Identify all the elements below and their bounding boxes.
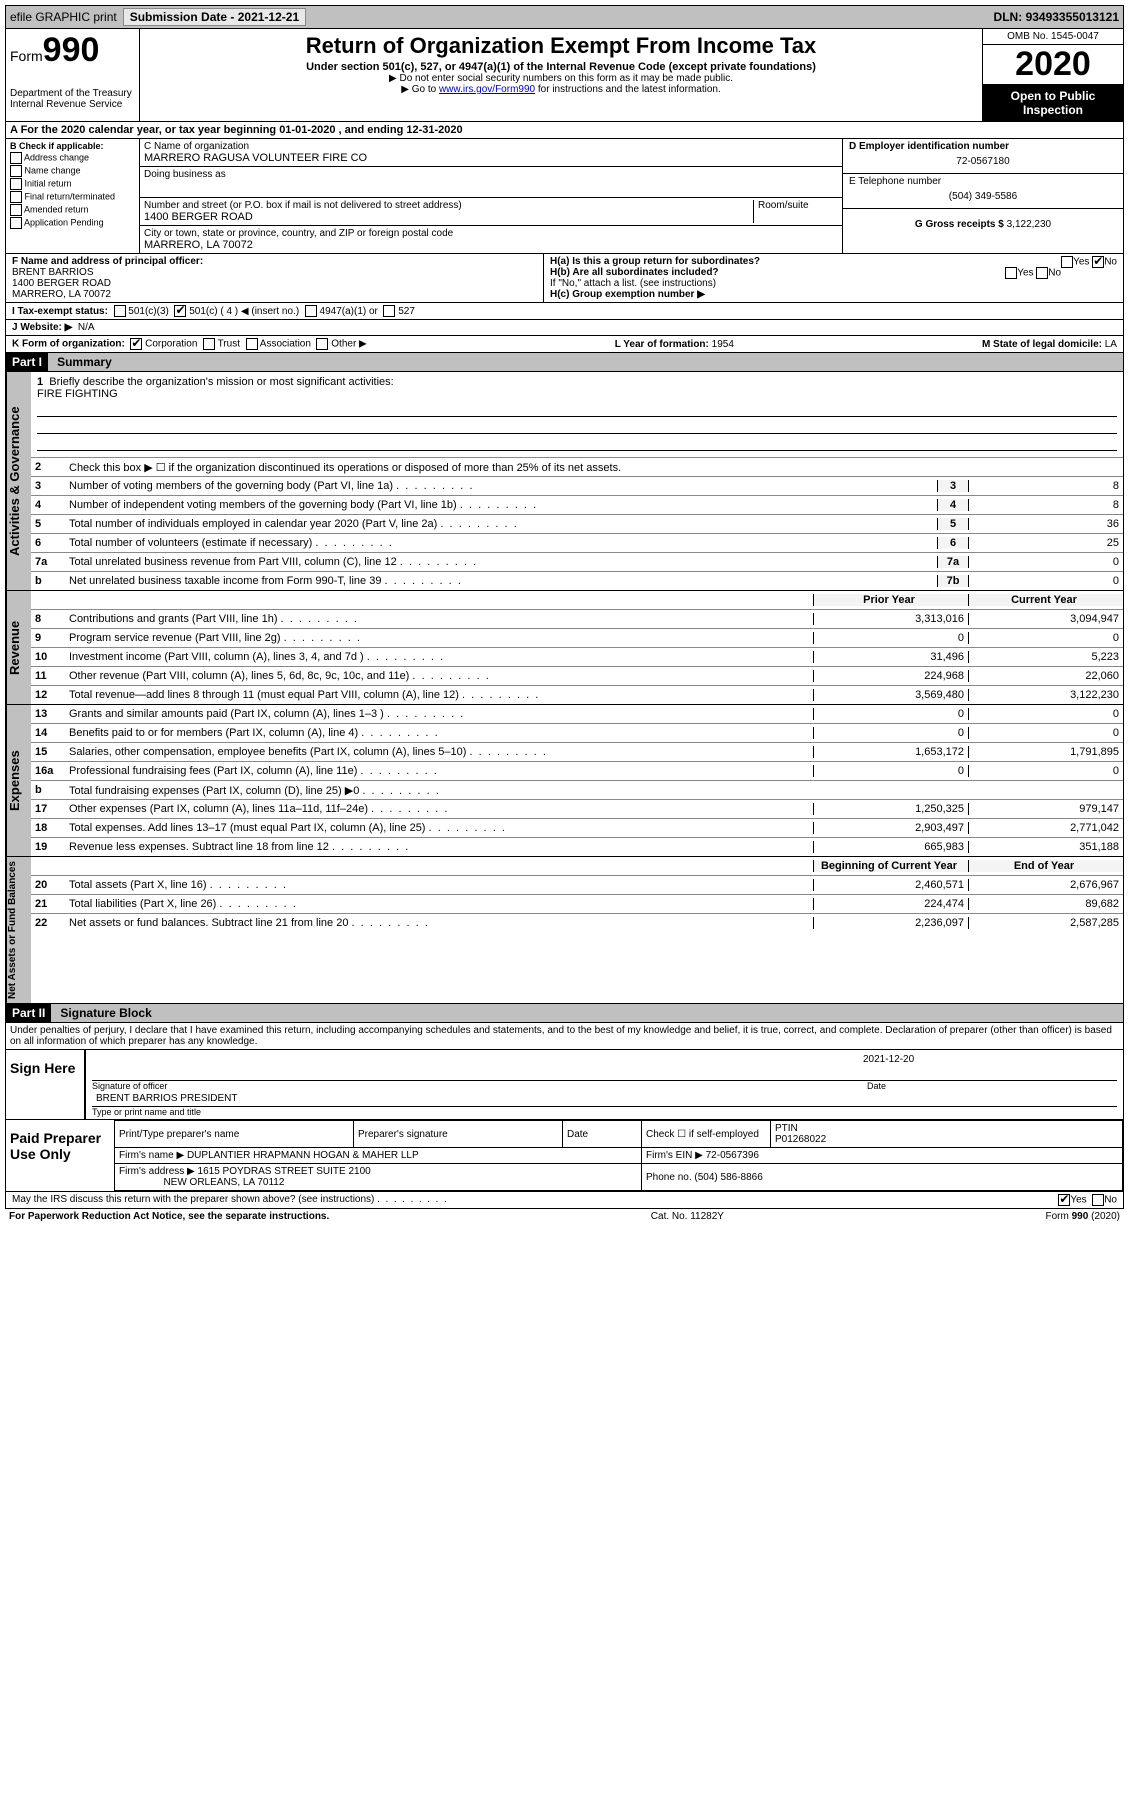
- street-address: 1400 BERGER ROAD: [144, 211, 753, 223]
- line-7a: 7a Total unrelated business revenue from…: [31, 553, 1123, 572]
- checkboxes-b: B Check if applicable: Address change Na…: [6, 139, 140, 253]
- chk-trust[interactable]: [203, 338, 215, 350]
- line-16a: 16a Professional fundraising fees (Part …: [31, 762, 1123, 781]
- chk-initial-return[interactable]: Initial return: [10, 178, 135, 190]
- line-17: 17 Other expenses (Part IX, column (A), …: [31, 800, 1123, 819]
- page-footer: For Paperwork Reduction Act Notice, see …: [5, 1209, 1124, 1224]
- part2-header: Part II Signature Block: [5, 1004, 1124, 1023]
- form-header: Form990 Department of the Treasury Inter…: [5, 29, 1124, 122]
- tax-exempt-row: I Tax-exempt status: 501(c)(3) 501(c) ( …: [5, 303, 1124, 320]
- chk-assoc[interactable]: [246, 338, 258, 350]
- mission-text: FIRE FIGHTING: [37, 388, 118, 400]
- summary-revenue: Revenue Prior Year Current Year 8 Contri…: [5, 591, 1124, 705]
- line-15: 15 Salaries, other compensation, employe…: [31, 743, 1123, 762]
- line-10: 10 Investment income (Part VIII, column …: [31, 648, 1123, 667]
- line-13: 13 Grants and similar amounts paid (Part…: [31, 705, 1123, 724]
- line-21: 21 Total liabilities (Part X, line 26) 2…: [31, 895, 1123, 914]
- line-9: 9 Program service revenue (Part VIII, li…: [31, 629, 1123, 648]
- side-expenses: Expenses: [6, 705, 31, 856]
- summary-expenses: Expenses 13 Grants and similar amounts p…: [5, 705, 1124, 857]
- dln: DLN: 93493355013121: [994, 10, 1119, 24]
- firm-name: DUPLANTIER HRAPMANN HOGAN & MAHER LLP: [187, 1150, 419, 1161]
- paid-preparer-block: Paid Preparer Use Only Print/Type prepar…: [5, 1120, 1124, 1192]
- officer-name: BRENT BARRIOS PRESIDENT: [92, 1091, 1117, 1107]
- chk-address-change[interactable]: Address change: [10, 152, 135, 164]
- firm-phone: (504) 586-8866: [694, 1172, 762, 1183]
- gross-receipts: 3,122,230: [1007, 219, 1052, 230]
- discuss-yes[interactable]: [1058, 1194, 1070, 1206]
- principal-officer: F Name and address of principal officer:…: [6, 254, 544, 302]
- chk-501c[interactable]: [174, 305, 186, 317]
- phone: (504) 349-5586: [849, 187, 1117, 206]
- dept-label: Department of the Treasury Internal Reve…: [10, 88, 135, 110]
- line-4: 4 Number of independent voting members o…: [31, 496, 1123, 515]
- line-20: 20 Total assets (Part X, line 16) 2,460,…: [31, 876, 1123, 895]
- form-title: Return of Organization Exempt From Incom…: [142, 33, 980, 59]
- city-state-zip: MARRERO, LA 70072: [144, 239, 838, 251]
- line-22: 22 Net assets or fund balances. Subtract…: [31, 914, 1123, 932]
- chk-4947[interactable]: [305, 305, 317, 317]
- line-19: 19 Revenue less expenses. Subtract line …: [31, 838, 1123, 856]
- submission-date-button[interactable]: Submission Date - 2021-12-21: [123, 8, 306, 26]
- org-info-block: B Check if applicable: Address change Na…: [5, 139, 1124, 254]
- line-6: 6 Total number of volunteers (estimate i…: [31, 534, 1123, 553]
- summary-governance: Activities & Governance 1 Briefly descri…: [5, 372, 1124, 591]
- website-row: J Website: ▶ N/A: [5, 320, 1124, 336]
- chk-name-change[interactable]: Name change: [10, 165, 135, 177]
- side-governance: Activities & Governance: [6, 372, 31, 590]
- ptin: P01268022: [775, 1134, 826, 1145]
- line-8: 8 Contributions and grants (Part VIII, l…: [31, 610, 1123, 629]
- preparer-table: Print/Type preparer's name Preparer's si…: [114, 1120, 1123, 1191]
- line-b: b Net unrelated business taxable income …: [31, 572, 1123, 590]
- line-14: 14 Benefits paid to or for members (Part…: [31, 724, 1123, 743]
- chk-amended[interactable]: Amended return: [10, 204, 135, 216]
- chk-corp[interactable]: [130, 338, 142, 350]
- line-5: 5 Total number of individuals employed i…: [31, 515, 1123, 534]
- discuss-row: May the IRS discuss this return with the…: [5, 1192, 1124, 1209]
- chk-final-return[interactable]: Final return/terminated: [10, 191, 135, 203]
- line-12: 12 Total revenue—add lines 8 through 11 …: [31, 686, 1123, 704]
- ein: 72-0567180: [849, 152, 1117, 171]
- discuss-no[interactable]: [1092, 1194, 1104, 1206]
- top-bar: efile GRAPHIC print Submission Date - 20…: [5, 5, 1124, 29]
- sign-here-block: Sign Here 2021-12-20 Signature of office…: [5, 1050, 1124, 1120]
- efile-label: efile GRAPHIC print: [10, 10, 117, 24]
- form-number-box: Form990 Department of the Treasury Inter…: [6, 29, 140, 121]
- irs-link[interactable]: www.irs.gov/Form990: [439, 84, 535, 95]
- tax-year-row: A For the 2020 calendar year, or tax yea…: [5, 122, 1124, 139]
- officer-group-row: F Name and address of principal officer:…: [5, 254, 1124, 303]
- line-18: 18 Total expenses. Add lines 13–17 (must…: [31, 819, 1123, 838]
- org-name: MARRERO RAGUSA VOLUNTEER FIRE CO: [144, 152, 838, 164]
- name-address-col: C Name of organization MARRERO RAGUSA VO…: [140, 139, 842, 253]
- firm-ein: 72-0567396: [706, 1150, 759, 1161]
- line-3: 3 Number of voting members of the govern…: [31, 477, 1123, 496]
- form-org-row: K Form of organization: Corporation Trus…: [5, 336, 1124, 353]
- summary-netassets: Net Assets or Fund Balances Beginning of…: [5, 857, 1124, 1004]
- line-b: b Total fundraising expenses (Part IX, c…: [31, 781, 1123, 800]
- chk-501c3[interactable]: [114, 305, 126, 317]
- line-11: 11 Other revenue (Part VIII, column (A),…: [31, 667, 1123, 686]
- year-box: OMB No. 1545-0047 2020 Open to Public In…: [982, 29, 1123, 121]
- firm-addr: 1615 POYDRAS STREET SUITE 2100: [198, 1166, 371, 1177]
- side-netassets: Net Assets or Fund Balances: [6, 857, 31, 1003]
- side-revenue: Revenue: [6, 591, 31, 704]
- title-box: Return of Organization Exempt From Incom…: [140, 29, 982, 121]
- chk-pending[interactable]: Application Pending: [10, 217, 135, 229]
- ein-phone-col: D Employer identification number 72-0567…: [842, 139, 1123, 253]
- chk-other[interactable]: [316, 338, 328, 350]
- sign-date: 2021-12-20: [859, 1052, 1117, 1081]
- perjury-text: Under penalties of perjury, I declare th…: [5, 1023, 1124, 1050]
- part1-header: Part I Summary: [5, 353, 1124, 372]
- group-return-h: H(a) Is this a group return for subordin…: [544, 254, 1123, 302]
- chk-527[interactable]: [383, 305, 395, 317]
